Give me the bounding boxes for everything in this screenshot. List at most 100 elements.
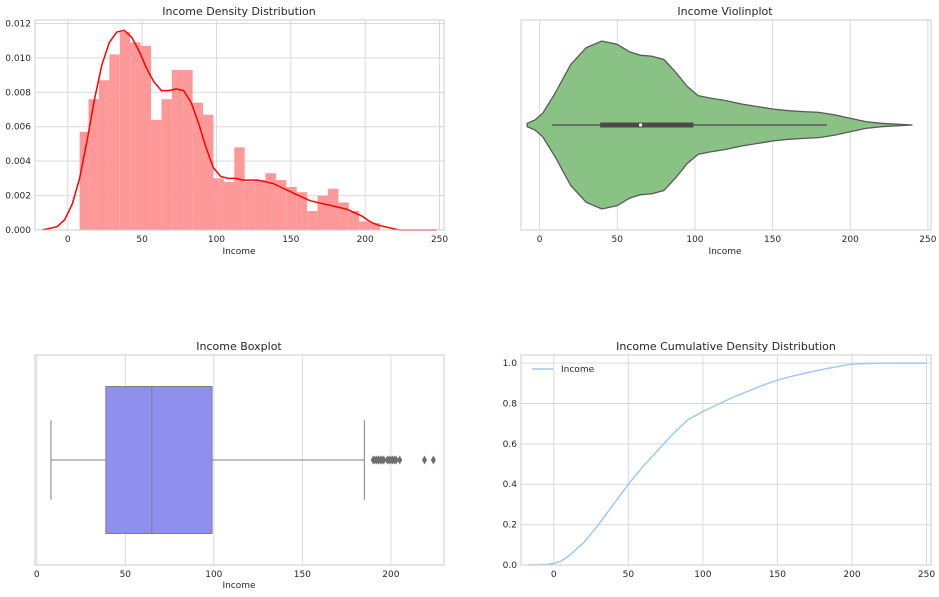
x-tick-label: 0 [34,570,40,580]
x-tick-label: 50 [120,570,132,580]
histogram-bar [223,181,235,230]
plot-frame [520,354,932,566]
x-tick-label: 250 [919,235,936,245]
grid-lines [521,355,931,566]
x-tick-label: 50 [612,235,624,245]
x-tick-label: 150 [769,570,786,580]
outlier-point [422,455,428,465]
violin-iqr-box [600,122,694,128]
x-tick-label: 50 [136,235,148,245]
y-tick-label: 0.2 [503,521,517,531]
x-tick-label: 100 [205,570,222,580]
y-tick-label: 0.004 [5,157,31,167]
histogram-bar [161,99,172,230]
histogram-bar [296,192,308,230]
density-distribution-panel: Income Density Distribution 0 50 100 150 200… [5,5,448,257]
y-tick-label: 0.6 [503,440,518,450]
box-elements [50,386,365,534]
y-tick-labels: 0.000 0.002 0.004 0.006 0.008 0.010 0.012 [5,19,31,236]
y-tick-label: 0.010 [5,54,31,64]
histogram-bar [182,69,193,230]
y-tick-label: 0.006 [5,123,31,133]
histogram-bar [79,131,89,230]
cdf-series-line [528,362,927,566]
histogram-bars [79,32,381,231]
kde-curve [42,29,437,231]
histogram-bar [130,42,141,231]
histogram-bar [338,202,349,230]
y-tick-label: 1.0 [503,359,518,369]
histogram-bar [307,211,318,230]
histogram-bar [119,32,131,230]
violin-panel: Income Violinplot 0 50 100 150 200 250 Income [520,5,937,257]
violin-median [638,123,643,127]
outlier-point [393,455,399,465]
x-tick-labels: 0 50 100 150 200 250 [65,235,449,245]
inner-box [552,122,827,128]
legend: Income [532,365,595,375]
x-tick-label: 150 [294,570,311,580]
x-axis-label: Income [222,581,256,591]
histogram-bar [88,99,99,230]
histogram-bar [213,178,224,230]
x-tick-label: 250 [431,235,448,245]
y-tick-label: 0.4 [503,480,518,490]
cdf-line [528,362,927,566]
outlier-points [370,455,436,465]
outlier-point [381,455,387,465]
histogram-bar [234,147,245,230]
legend-label-income: Income [561,365,595,375]
x-tick-labels: 0 50 100 150 200 250 [537,235,937,245]
histogram-bar [151,119,162,230]
plot-frame [520,19,932,231]
outlier-point [430,455,436,465]
histogram-bar [203,114,214,230]
x-axis-label: Income [222,247,256,257]
kde-line [42,29,437,231]
histogram-bar [348,211,360,230]
y-tick-labels: 0.0 0.2 0.4 0.6 0.8 1.0 [503,359,518,571]
histogram-bar [109,54,120,230]
boxplot-panel: Income Boxplot 0 50 100 150 200 Income [34,340,445,591]
x-tick-labels: 0 50 100 150 200 250 [551,570,935,580]
outlier-point [397,455,403,465]
chart-title: Income Cumulative Density Distribution [616,340,836,353]
x-tick-label: 100 [694,570,711,580]
histogram-bar [192,102,204,230]
y-tick-label: 0.008 [5,88,31,98]
histogram-bar [244,181,256,230]
y-tick-label: 0.0 [503,561,518,571]
y-tick-label: 0.8 [503,399,518,409]
x-tick-label: 200 [382,570,399,580]
plot-frame [34,354,445,566]
histogram-bar [359,221,370,230]
x-tick-label: 100 [208,235,225,245]
histogram-bar [140,45,152,230]
x-tick-labels: 0 50 100 150 200 [34,570,400,580]
iqr-box [105,386,213,534]
y-tick-label: 0.012 [5,19,31,29]
chart-title: Income Violinplot [677,5,773,18]
histogram-bar [171,69,183,230]
x-tick-label: 50 [623,570,635,580]
x-tick-label: 200 [843,570,860,580]
histogram-bar [327,188,339,230]
histogram-bar [265,173,276,230]
x-tick-label: 150 [282,235,299,245]
histogram-bar [98,80,110,230]
x-tick-label: 0 [537,235,543,245]
histogram-bar [255,180,266,230]
histogram-bar [317,195,328,230]
plot-frame [34,19,445,231]
y-tick-label: 0.000 [5,226,31,236]
histogram-bar [286,186,297,230]
x-tick-label: 250 [918,570,935,580]
y-tick-label: 0.002 [5,192,31,202]
x-tick-label: 200 [842,235,859,245]
chart-title: Income Boxplot [196,340,282,353]
x-tick-label: 100 [686,235,703,245]
x-tick-label: 150 [764,235,781,245]
x-tick-label: 200 [357,235,374,245]
chart-title: Income Density Distribution [162,5,315,18]
